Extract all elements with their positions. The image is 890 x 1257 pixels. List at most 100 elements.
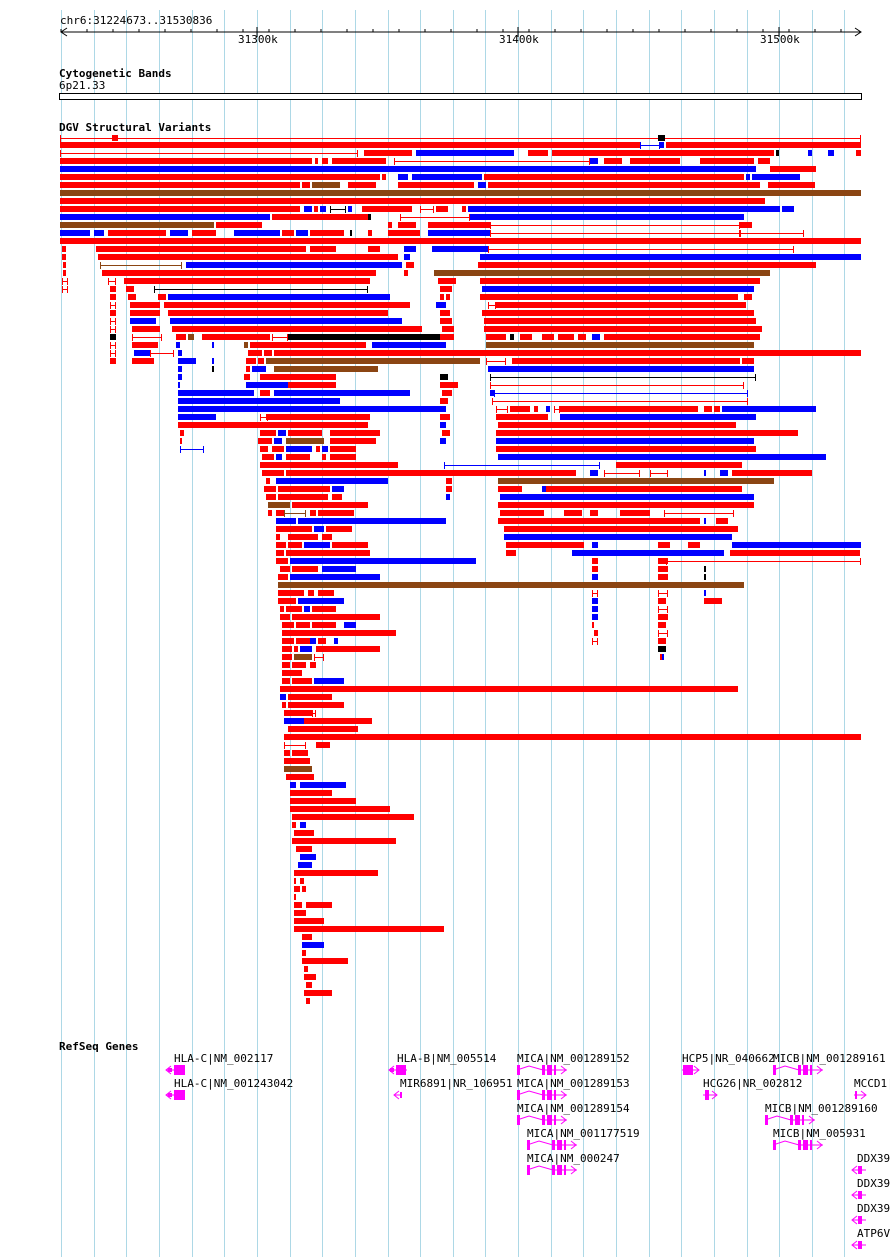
sv-bar-69[interactable] (60, 230, 90, 236)
sv-bar-355[interactable] (704, 598, 722, 604)
sv-bar-280[interactable] (542, 486, 546, 492)
sv-bar-228[interactable] (560, 414, 756, 420)
sv-bar-342[interactable] (704, 574, 706, 580)
sv-bar-364[interactable] (592, 614, 598, 620)
sv-bar-285[interactable] (446, 494, 450, 500)
sv-bar-227[interactable] (496, 414, 548, 420)
sv-bar-208[interactable] (490, 390, 494, 396)
sv-span-106[interactable] (108, 278, 116, 285)
gene-label-atp6v1[interactable]: ATP6V1 (857, 1227, 890, 1240)
sv-bar-39[interactable] (398, 182, 474, 188)
sv-bar-164[interactable] (212, 342, 214, 348)
sv-bar-205[interactable] (260, 390, 270, 396)
sv-bar-114[interactable] (440, 286, 452, 292)
sv-bar-258[interactable] (330, 454, 356, 460)
sv-bar-54[interactable] (462, 206, 466, 212)
sv-bar-264[interactable] (286, 470, 576, 476)
sv-bar-341[interactable] (658, 574, 668, 580)
sv-bar-276[interactable] (278, 486, 330, 492)
sv-bar-243[interactable] (330, 438, 376, 444)
sv-bar-301[interactable] (298, 518, 446, 524)
sv-bar-200[interactable] (246, 382, 288, 388)
sv-span-348[interactable] (658, 590, 668, 597)
sv-bar-309[interactable] (276, 534, 280, 540)
gene-label-mir6891[interactable]: MIR6891|NR_106951 (400, 1077, 513, 1090)
sv-bar-66[interactable] (428, 222, 490, 228)
sv-bar-360[interactable] (592, 606, 598, 612)
sv-bar-100[interactable] (478, 262, 816, 268)
sv-bar-220[interactable] (704, 406, 712, 412)
sv-span-246[interactable] (180, 446, 204, 453)
sv-bar-65[interactable] (398, 222, 416, 228)
sv-bar-142[interactable] (172, 326, 422, 332)
sv-bar-6[interactable] (666, 142, 861, 148)
sv-bar-151[interactable] (288, 334, 450, 340)
cytoband-track-title[interactable]: Cytogenetic Bands (59, 67, 172, 80)
gene-label-hla-c-2[interactable]: HLA-C|NM_001243042 (174, 1077, 294, 1090)
sv-bar-423[interactable] (292, 814, 414, 820)
sv-bar-202[interactable] (440, 382, 458, 388)
sv-bar-242[interactable] (286, 438, 324, 444)
sv-span-410[interactable] (284, 742, 306, 749)
sv-bar-145[interactable] (110, 334, 116, 340)
sv-bar-386[interactable] (658, 646, 666, 652)
sv-bar-46[interactable] (304, 206, 312, 212)
sv-bar-31[interactable] (412, 174, 482, 180)
sv-bar-298[interactable] (620, 510, 650, 516)
sv-bar-117[interactable] (128, 294, 136, 300)
sv-span-161[interactable] (110, 342, 116, 349)
sv-bar-330[interactable] (658, 558, 668, 564)
sv-bar-379[interactable] (334, 638, 338, 644)
sv-bar-269[interactable] (720, 470, 728, 476)
sv-bar-35[interactable] (60, 182, 300, 188)
sv-bar-152[interactable] (440, 334, 454, 340)
sv-span-105[interactable] (62, 278, 68, 285)
sv-bar-101[interactable] (63, 270, 66, 276)
sv-bar-297[interactable] (590, 510, 598, 516)
sv-bar-28[interactable] (60, 174, 380, 180)
gene-model-8[interactable] (526, 1165, 577, 1175)
gene-label-micb-1[interactable]: MICB|NM_001289161 (773, 1052, 886, 1065)
sv-bar-185[interactable] (512, 358, 740, 364)
sv-bar-253[interactable] (496, 446, 756, 452)
sv-bar-332[interactable] (280, 566, 290, 572)
sv-bar-302[interactable] (498, 518, 700, 524)
sv-bar-321[interactable] (732, 542, 861, 548)
sv-bar-257[interactable] (322, 454, 326, 460)
sv-bar-434[interactable] (294, 886, 300, 892)
sv-bar-388[interactable] (294, 654, 312, 660)
gene-model-14[interactable] (854, 1090, 867, 1100)
sv-bar-160[interactable] (604, 334, 760, 340)
sv-bar-186[interactable] (742, 358, 754, 364)
sv-bar-278[interactable] (446, 486, 452, 492)
sv-bar-279[interactable] (498, 486, 522, 492)
sv-bar-189[interactable] (246, 366, 250, 372)
sv-bar-122[interactable] (480, 294, 738, 300)
sv-bar-179[interactable] (178, 358, 196, 364)
sv-bar-11[interactable] (552, 150, 774, 156)
sv-bar-418[interactable] (290, 782, 296, 788)
sv-bar-149[interactable] (202, 334, 270, 340)
sv-bar-271[interactable] (266, 478, 270, 484)
sv-bar-353[interactable] (592, 598, 598, 604)
sv-bar-85[interactable] (62, 246, 66, 252)
sv-bar-59[interactable] (368, 214, 371, 220)
sv-bar-229[interactable] (178, 422, 368, 428)
gene-model-18[interactable] (851, 1240, 866, 1250)
sv-span-184[interactable] (486, 358, 506, 365)
sv-bar-308[interactable] (504, 526, 738, 532)
gene-label-mica-1[interactable]: MICA|NM_001289152 (517, 1052, 630, 1065)
sv-span-7[interactable] (60, 150, 358, 157)
sv-bar-443[interactable] (302, 942, 324, 948)
sv-span-347[interactable] (592, 590, 598, 597)
sv-bar-108[interactable] (438, 278, 456, 284)
cytoband-ideogram[interactable] (59, 92, 862, 102)
sv-bar-204[interactable] (178, 390, 254, 396)
sv-bar-156[interactable] (542, 334, 554, 340)
sv-bar-158[interactable] (578, 334, 586, 340)
sv-bar-53[interactable] (436, 206, 448, 212)
sv-bar-444[interactable] (302, 950, 306, 956)
sv-bar-430[interactable] (298, 862, 312, 868)
sv-bar-111[interactable] (110, 286, 116, 292)
sv-bar-362[interactable] (280, 614, 290, 620)
